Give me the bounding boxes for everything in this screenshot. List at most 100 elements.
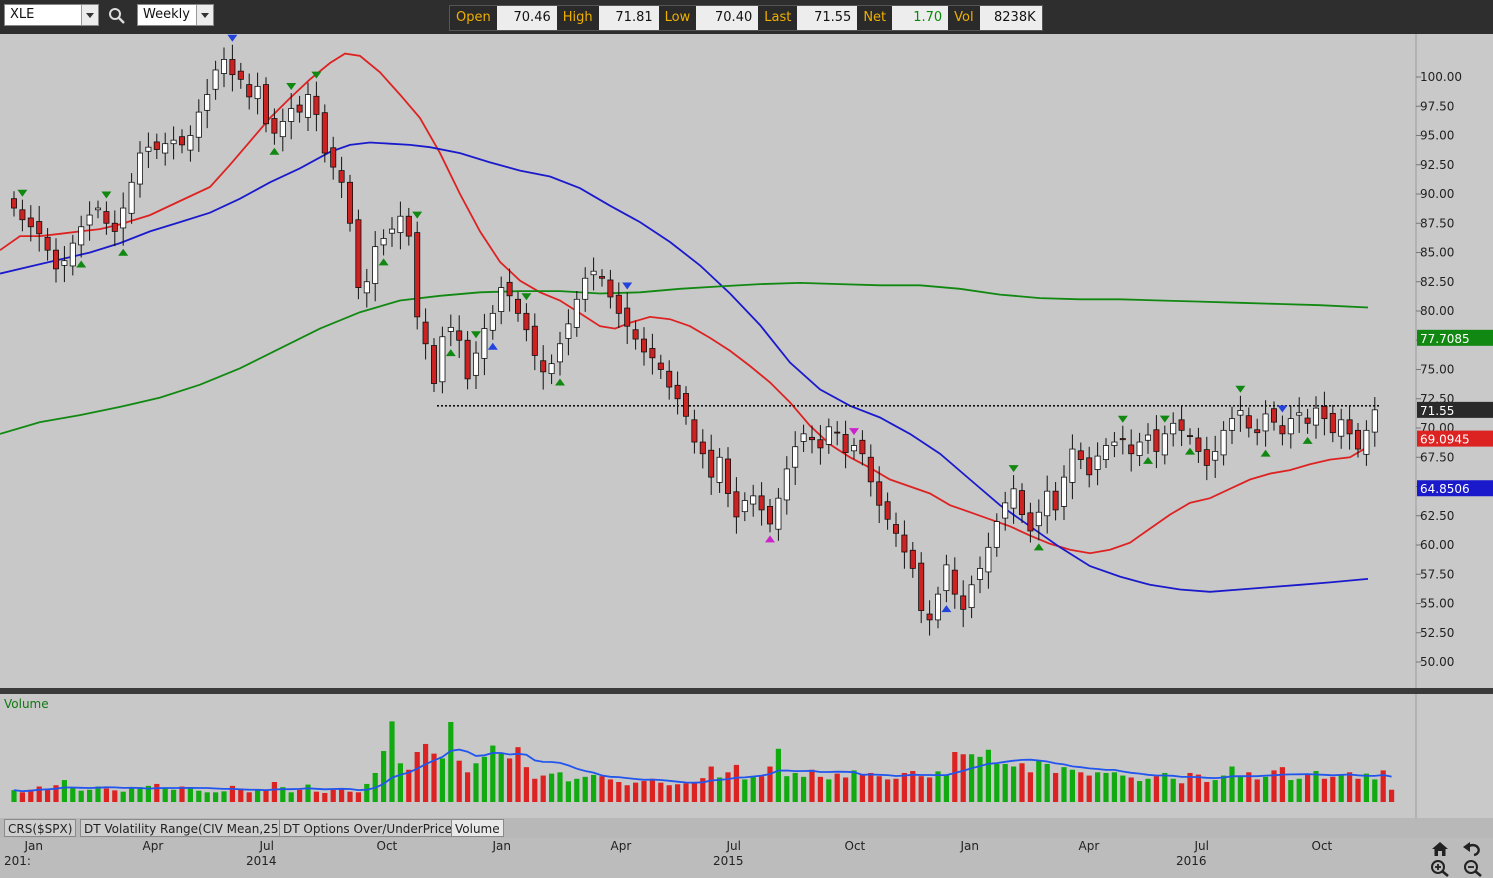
candle (36, 221, 43, 235)
candle (162, 143, 169, 154)
time-axis-label: Jul (1194, 839, 1209, 853)
volume-bar (154, 783, 160, 802)
candle (649, 348, 656, 359)
volume-bar (1086, 775, 1092, 802)
volume-bar (1330, 776, 1336, 802)
volume-bar (397, 763, 403, 802)
candle (204, 94, 211, 111)
price-badge (1417, 329, 1493, 346)
candle (1245, 415, 1252, 429)
volume-title: Volume (4, 697, 49, 711)
time-axis-label: 201: (4, 854, 31, 868)
candle (1035, 511, 1042, 527)
candle (220, 59, 227, 74)
time-axis[interactable]: Jan Apr Jul Oct Jan Apr Jul Oct Jan Apr Jul Oct 2014… (0, 838, 1493, 878)
volume-bar (322, 792, 328, 802)
candle (1237, 410, 1244, 416)
candle (296, 104, 303, 113)
volume-bar (910, 771, 916, 802)
candle (909, 549, 916, 569)
volume-bar (1221, 775, 1227, 802)
period-dropdown-chevron-icon[interactable] (196, 5, 213, 25)
candle (111, 222, 118, 232)
candle (304, 94, 311, 118)
candle (893, 524, 900, 534)
candle (968, 584, 975, 608)
volume-bar (36, 786, 42, 802)
symbol-dropdown-chevron-icon[interactable] (81, 5, 98, 25)
search-icon[interactable] (108, 7, 126, 25)
pane-separator[interactable] (0, 688, 1493, 694)
candle (884, 501, 891, 520)
zoom-out-icon[interactable] (1462, 859, 1484, 877)
volume-bar (87, 789, 93, 802)
candle (632, 329, 639, 340)
symbol-input[interactable]: XLE (4, 4, 99, 26)
net-label: Net (857, 6, 893, 30)
undo-icon[interactable] (1462, 840, 1484, 858)
candle (1170, 422, 1177, 435)
volume-bar (591, 774, 597, 802)
candle (859, 439, 866, 455)
volume-bar (1027, 772, 1033, 802)
candle (1010, 488, 1017, 509)
volume-bar (985, 749, 991, 802)
time-axis-label: Apr (1078, 839, 1100, 853)
volume-bar (1053, 772, 1059, 802)
candle (876, 481, 883, 506)
candle (1287, 418, 1294, 435)
volume-bar (53, 785, 59, 802)
home-icon[interactable] (1429, 840, 1451, 858)
candle (498, 287, 505, 312)
volume-bar (826, 779, 832, 802)
tab-dt-options-over-underpriced[interactable]: DT Options Over/UnderPriced (279, 819, 464, 837)
volume-chart[interactable]: Volume 200000K100000K 71614K20810K (0, 694, 1493, 818)
volume-bar (347, 791, 353, 802)
candle (666, 370, 673, 388)
tab-volume[interactable]: Volume (451, 819, 504, 837)
navigation-controls (1416, 838, 1493, 878)
volume-bar (145, 785, 151, 802)
candle (1128, 444, 1135, 455)
candle (187, 135, 194, 151)
candle (531, 325, 538, 356)
candle (321, 112, 328, 154)
volume-bar (775, 748, 781, 802)
volume-bar (784, 776, 790, 802)
candle (1338, 419, 1345, 437)
volume-bar (255, 790, 261, 802)
swing-low-marker (445, 349, 456, 357)
period-select[interactable]: Weekly (137, 4, 214, 26)
candle (901, 534, 908, 553)
volume-bar (1137, 781, 1143, 802)
tab-crs-spx[interactable]: CRS($SPX) (4, 819, 77, 837)
volume-bar (725, 772, 731, 802)
volume-bar (666, 785, 672, 802)
candle (1254, 429, 1261, 434)
candle (699, 441, 706, 455)
time-axis-label: 2015 (713, 854, 744, 868)
time-axis-label: Oct (844, 839, 866, 853)
swing-low-marker (941, 605, 952, 613)
candle (288, 108, 295, 122)
volume-bar (1069, 769, 1075, 802)
swing-high-marker (286, 83, 297, 91)
swing-high-marker (471, 331, 481, 339)
price-chart[interactable]: 100.00 97.50 95.00 92.50 90.00 87.50 85.00 82.5… (0, 34, 1493, 688)
volume-bar (1111, 772, 1117, 802)
candle (842, 434, 849, 453)
zoom-in-icon[interactable] (1429, 859, 1451, 877)
candle (993, 521, 1000, 548)
time-axis-label: Jan (960, 839, 980, 853)
tab-dt-volatility-range[interactable]: DT Volatility Range(CIV Mean,252) (80, 819, 295, 837)
candle (1271, 408, 1278, 423)
quote-bar: Open 70.46 High 71.81 Low 70.40 Last 71.55 N… (449, 5, 1043, 31)
candle (472, 352, 479, 376)
candle (641, 338, 648, 353)
candle (489, 312, 496, 331)
volume-bar (120, 791, 126, 802)
candle (817, 439, 824, 449)
candle (515, 298, 522, 314)
last-label: Last (758, 6, 798, 30)
candle (380, 238, 387, 246)
